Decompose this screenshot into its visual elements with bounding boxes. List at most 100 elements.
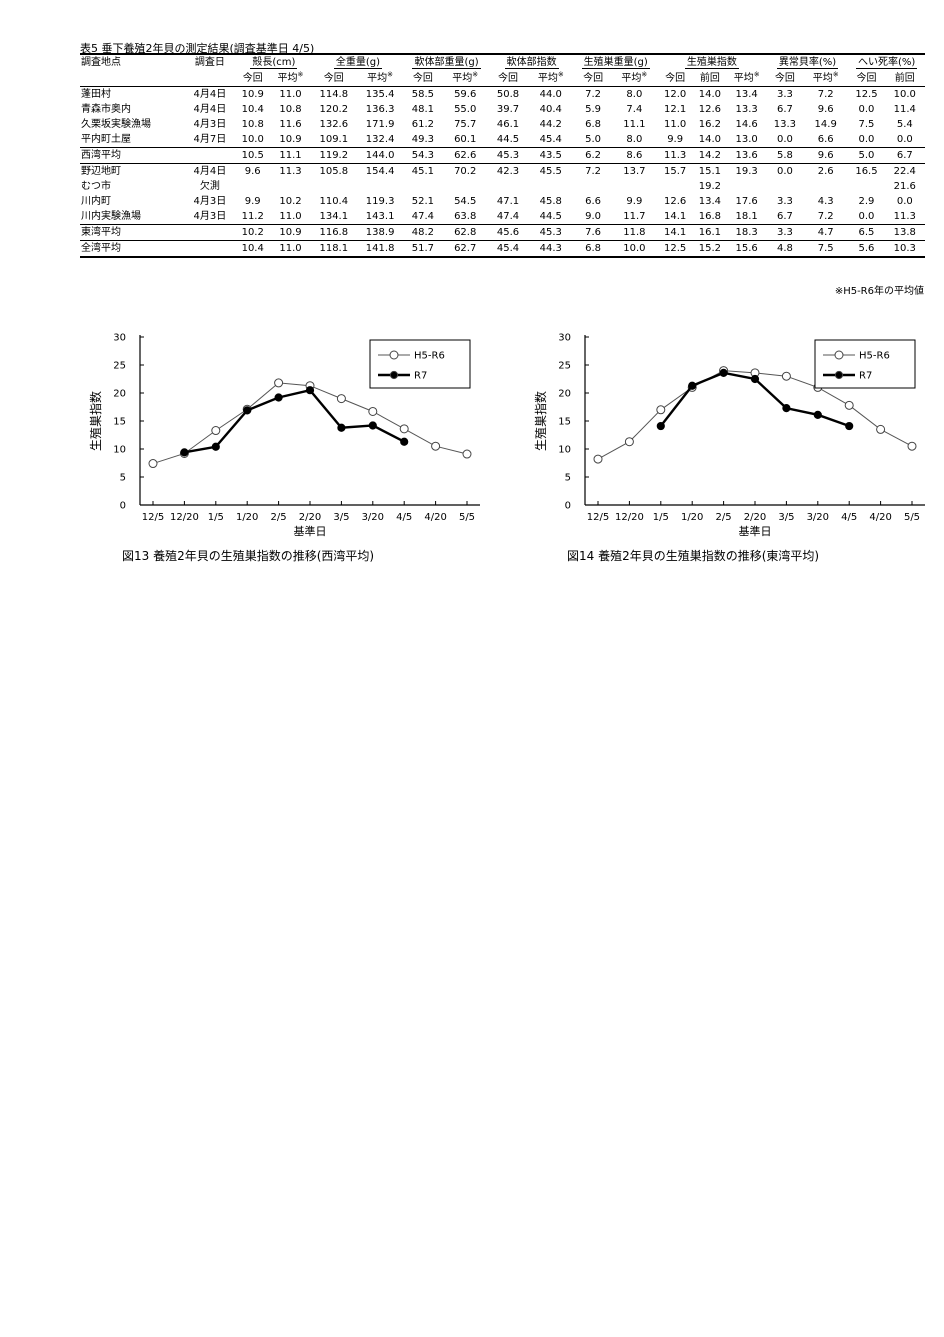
row-value: 18.1 [735,211,758,222]
row-value: 43.5 [527,147,575,164]
x-tick-label: 2/5 [271,512,287,523]
row-value: 7.2 [574,163,612,179]
subheader-label: 今回 [242,72,263,84]
table-row: 川内実験漁場 4月3日 11.2 11.0 134.1 143.1 47.4 63.8 47.4… [80,209,925,225]
row-value [612,179,657,194]
row-value: 50.8 [488,86,528,102]
row-value: 10.0 [884,86,925,102]
row-site: 川内町 [81,196,111,207]
row-value: 7.4 [626,104,643,115]
row-value [236,179,269,194]
subheader-cell: 平均※ [733,70,760,84]
x-tick-label: 12/20 [615,512,644,523]
row-value: 15.7 [657,163,694,179]
row-value: 8.0 [626,134,643,145]
row-value: 14.1 [657,224,694,241]
header-blank [80,70,184,87]
table-caption: 表5 垂下養殖2年貝の測定結果(調査基準日 4/5) [80,42,315,55]
row-value: 48.2 [404,224,442,241]
header-group-label: 異常貝率(%) [776,57,839,69]
subheader-cell: 今回 [404,70,441,87]
row-value: 12.6 [664,196,687,207]
row-value [767,179,803,194]
header-group: へい死率(%) [848,53,925,70]
data-point-R7 [211,442,220,451]
row-value: 132.6 [319,119,349,130]
header-group: 軟体部重量(g) [404,53,489,70]
row-value: 13.4 [726,86,767,102]
row-value: 10.9 [236,86,270,102]
row-value: 45.6 [488,224,528,241]
table-footnote: ※H5-R6年の平均値 [834,286,924,297]
row-value: 62.8 [441,224,489,241]
subheader-cell: 平均※ [367,70,394,84]
row-site: 東湾平均 [80,224,184,241]
data-point-H5-R6 [624,437,634,447]
table-header-row: 調査地点 調査日 殻長(cm) 全重量(g) 軟体部重量(g) 軟体部指数 生殖巣重量(g)… [80,53,925,70]
row-value: 46.1 [496,119,520,130]
x-tick-label: 2/5 [716,512,732,523]
row-site: 久栗坂実験漁場 [81,119,151,130]
subheader-label: 平均 [812,72,833,84]
row-value: 0.0 [858,134,875,145]
subheader-label: 前回 [699,72,720,84]
series-line-H5-R6 [152,382,468,465]
data-point-H5-R6 [876,424,886,434]
row-value: 22.4 [884,163,925,179]
row-value: 44.5 [539,211,562,222]
table-row: 平内町土屋 4月7日 10.0 10.9 109.1 132.4 49.3 60.1 44.5 4… [80,132,925,148]
chart-west: 0 5 10 15 20 25 30 12/5 12/20 1/5 1/20 2/5 2/20 3/5 3/… [80,322,500,572]
subheader-cell: 今回 [848,70,884,87]
subheader-label: 今回 [583,72,604,84]
row-date: 4月4日 [193,104,227,115]
row-value: 11.2 [241,211,264,222]
subheader-cell: 平均※ [277,70,304,84]
x-tick-label: 3/5 [778,512,794,523]
row-value: 6.7 [884,147,925,164]
row-value: 70.2 [441,163,489,179]
subheader-label: 平均 [621,72,642,84]
header-blank [184,70,236,87]
row-date [183,147,237,164]
row-value: 7.6 [574,224,612,241]
x-axis-title: 基準日 [294,524,327,538]
row-site: 全湾平均 [80,240,184,258]
subheader-cell: 今回 [657,70,693,87]
x-tick-label: 1/5 [653,512,669,523]
subheader-cell: 今回 [236,70,269,87]
x-axis-title: 基準日 [739,524,772,538]
y-axis-title: 生殖巣指数 [533,391,548,451]
row-value: 75.7 [454,119,477,130]
row-value: 63.8 [454,211,477,222]
row-value: 55.0 [454,104,477,115]
row-value: 12.5 [657,240,694,258]
row-value: 0.0 [858,211,875,222]
row-value: 15.1 [693,163,727,179]
table-row: 東湾平均 10.2 10.9 116.8 138.9 48.2 62.8 45.6 45.3 7.… [80,224,925,241]
chart-east-svg: 0 5 10 15 20 25 30 12/5 12/20 1/5 1/20 2/5 2/20 3/5 3/… [533,333,925,563]
subheader-cell: 平均※ [812,70,839,84]
subheader-cell: 今回 [489,70,527,87]
data-point-R7 [782,404,791,413]
subheader-cell: 今回 [574,70,611,87]
row-value: 10.3 [884,240,925,258]
x-tick-label: 4/20 [869,512,891,523]
row-value: 11.0 [269,86,312,102]
data-point-H5-R6 [656,405,666,415]
subheader-cell: 前回 [693,70,726,87]
data-point-R7 [243,406,252,415]
data-point-R7 [400,437,409,446]
row-value: 5.0 [585,134,602,145]
legend-box [814,339,916,389]
row-value: 110.4 [319,196,349,207]
row-value: 11.3 [269,163,312,179]
header-group-label: 生殖巣重量(g) [581,57,650,69]
legend-marker [389,350,399,360]
row-value: 3.3 [766,224,804,241]
row-value: 51.7 [404,240,442,258]
header-group-label: 殻長(cm) [250,57,298,69]
row-value: 14.0 [698,134,722,145]
row-value: 0.0 [896,196,913,207]
header-group: 異常貝率(%) [766,53,849,70]
header-group: 軟体部指数 [488,53,575,70]
